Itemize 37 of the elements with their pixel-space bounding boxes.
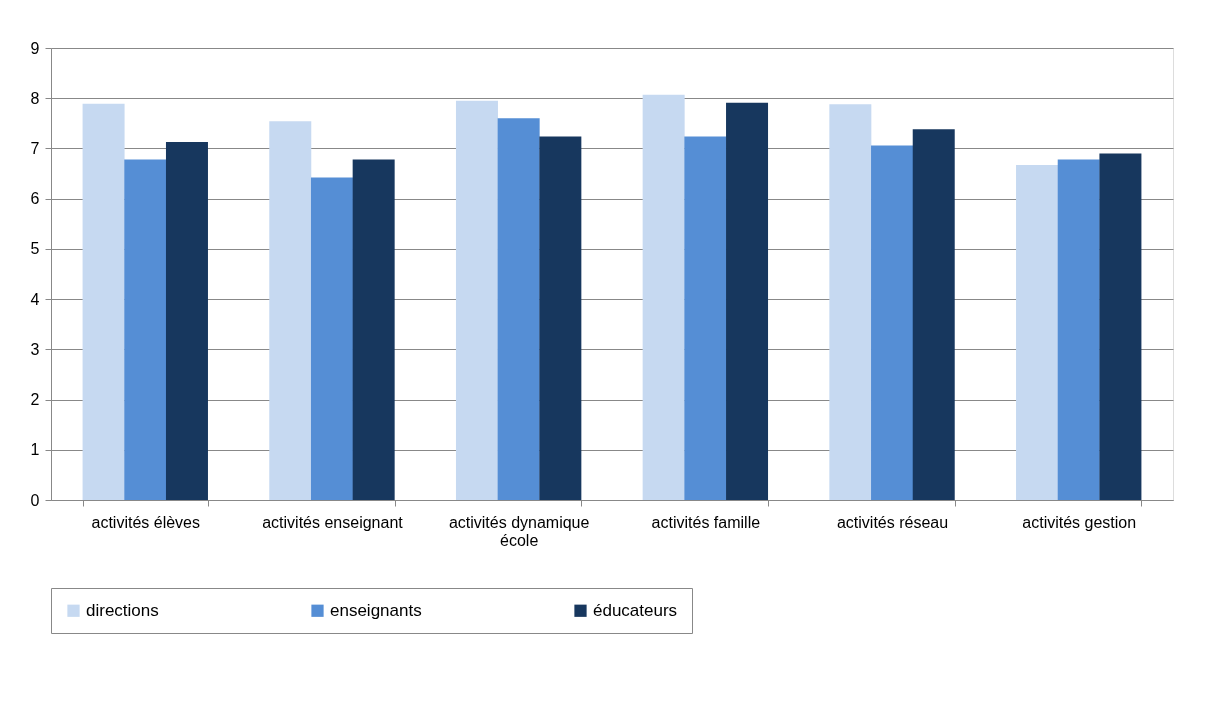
bar bbox=[82, 103, 125, 500]
x-tick-label: activités famille bbox=[651, 513, 761, 531]
y-tick-label: 1 bbox=[30, 441, 40, 459]
bar bbox=[455, 100, 498, 500]
bar bbox=[497, 118, 540, 500]
legend-label: directions bbox=[86, 600, 159, 620]
bar bbox=[352, 159, 395, 500]
bar bbox=[684, 136, 727, 500]
x-tick-label: activités enseignant bbox=[262, 513, 404, 531]
y-tick-label: 3 bbox=[30, 340, 40, 358]
bar bbox=[642, 94, 685, 500]
y-tick-label: 5 bbox=[30, 240, 40, 258]
bar bbox=[726, 102, 769, 500]
legend-label: enseignants bbox=[330, 600, 422, 620]
bar bbox=[1057, 159, 1100, 500]
y-tick-label: 7 bbox=[30, 139, 40, 157]
y-tick-label: 6 bbox=[30, 190, 40, 208]
x-tick-label: activités gestion bbox=[1022, 513, 1137, 531]
x-tick-label: activités dynamique école bbox=[448, 513, 590, 549]
legend-label: éducateurs bbox=[593, 600, 678, 620]
y-tick-label: 8 bbox=[30, 89, 40, 107]
bar bbox=[871, 145, 914, 500]
y-tick-label: 9 bbox=[30, 39, 40, 57]
bar bbox=[1099, 153, 1142, 500]
y-tick-label: 4 bbox=[30, 290, 40, 308]
bar bbox=[912, 129, 955, 500]
bar bbox=[1016, 165, 1059, 500]
x-tick-label: activités réseau bbox=[836, 513, 949, 531]
bar bbox=[124, 159, 167, 500]
y-tick-label: 2 bbox=[30, 391, 40, 409]
x-tick-label: activités élèves bbox=[91, 513, 201, 531]
bar bbox=[310, 177, 353, 500]
bar bbox=[269, 121, 312, 500]
bar bbox=[539, 136, 582, 500]
bar bbox=[165, 141, 208, 500]
bar bbox=[829, 104, 872, 500]
y-tick-label: 0 bbox=[30, 491, 40, 509]
